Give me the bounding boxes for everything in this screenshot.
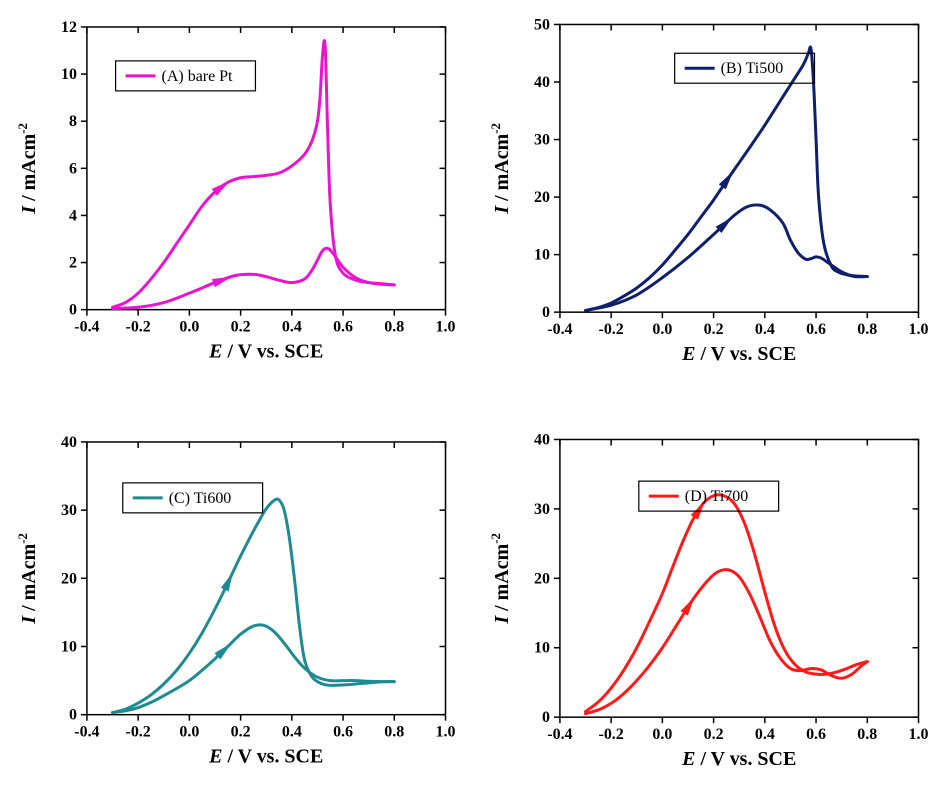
svg-text:0.4: 0.4	[282, 319, 302, 336]
svg-text:0.0: 0.0	[652, 726, 672, 743]
svg-text:(C) Ti600: (C) Ti600	[169, 489, 232, 506]
svg-text:E / V vs. SCE: E / V vs. SCE	[681, 343, 796, 365]
panel-d-svg: -0.4 -0.2 0.0 0.2 0.4 0.6 0.8 1.0 0 10 20 30 40 E / V…	[488, 425, 931, 780]
svg-text:0.8: 0.8	[384, 319, 404, 336]
svg-text:30: 30	[533, 500, 549, 517]
svg-text:20: 20	[533, 570, 549, 587]
svg-text:-0.4: -0.4	[74, 319, 99, 336]
svg-text:0.4: 0.4	[282, 723, 302, 740]
panel-b: -0.4 -0.2 0.0 0.2 0.4 0.6 0.8 1.0 0 10 20 30 40 50 E /…	[488, 10, 931, 375]
svg-text:0.8: 0.8	[857, 321, 877, 338]
svg-text:0: 0	[69, 302, 77, 319]
svg-text:0.2: 0.2	[703, 321, 723, 338]
svg-text:-0.2: -0.2	[126, 723, 151, 740]
svg-text:I / mAcm-2: I / mAcm-2	[15, 123, 40, 215]
svg-text:8: 8	[69, 113, 77, 130]
svg-text:2: 2	[69, 255, 77, 272]
svg-text:1.0: 1.0	[436, 319, 456, 336]
svg-text:0.2: 0.2	[231, 319, 251, 336]
svg-text:30: 30	[533, 132, 549, 149]
panel-c: -0.4 -0.2 0.0 0.2 0.4 0.6 0.8 1.0 0 10 20 30 40 E / V…	[15, 425, 458, 780]
svg-text:0: 0	[541, 304, 549, 321]
panel-c-svg: -0.4 -0.2 0.0 0.2 0.4 0.6 0.8 1.0 0 10 20 30 40 E / V…	[15, 425, 458, 780]
svg-text:30: 30	[61, 502, 77, 519]
panel-a-svg: -0.4 -0.2 0.0 0.2 0.4 0.6 0.8 1.0 0 2 4 6 8 10 12 E / V…	[15, 10, 458, 375]
svg-text:40: 40	[61, 434, 77, 451]
svg-text:(B) Ti500: (B) Ti500	[720, 60, 783, 77]
svg-text:1.0: 1.0	[436, 723, 456, 740]
svg-text:10: 10	[61, 66, 77, 83]
svg-text:1.0: 1.0	[908, 726, 928, 743]
panel-b-svg: -0.4 -0.2 0.0 0.2 0.4 0.6 0.8 1.0 0 10 20 30 40 50 E /…	[488, 10, 931, 375]
svg-text:0: 0	[541, 709, 549, 726]
svg-text:E / V vs. SCE: E / V vs. SCE	[208, 341, 323, 363]
svg-text:-0.4: -0.4	[547, 321, 572, 338]
svg-text:1.0: 1.0	[908, 321, 928, 338]
svg-text:6: 6	[69, 160, 77, 177]
svg-text:I / mAcm-2: I / mAcm-2	[15, 533, 40, 625]
svg-text:20: 20	[533, 189, 549, 206]
svg-text:0.6: 0.6	[806, 726, 826, 743]
svg-text:-0.2: -0.2	[598, 726, 623, 743]
svg-text:0.8: 0.8	[857, 726, 877, 743]
svg-text:E / V vs. SCE: E / V vs. SCE	[208, 745, 323, 767]
svg-text:40: 40	[533, 431, 549, 448]
svg-text:40: 40	[533, 74, 549, 91]
svg-text:12: 12	[61, 19, 77, 36]
svg-text:I / mAcm-2: I / mAcm-2	[487, 123, 512, 215]
svg-text:0.4: 0.4	[754, 321, 774, 338]
svg-text:I / mAcm-2: I / mAcm-2	[487, 533, 512, 625]
svg-text:0.4: 0.4	[754, 726, 774, 743]
svg-text:(A) bare Pt: (A) bare Pt	[162, 68, 234, 85]
svg-text:-0.4: -0.4	[74, 723, 99, 740]
svg-text:10: 10	[61, 638, 77, 655]
panel-a: -0.4 -0.2 0.0 0.2 0.4 0.6 0.8 1.0 0 2 4 6 8 10 12 E / V…	[15, 10, 458, 375]
svg-text:0.0: 0.0	[179, 723, 199, 740]
svg-text:-0.2: -0.2	[126, 319, 151, 336]
svg-text:0.6: 0.6	[806, 321, 826, 338]
svg-text:-0.4: -0.4	[547, 726, 572, 743]
svg-text:0: 0	[69, 706, 77, 723]
svg-text:(D) Ti700: (D) Ti700	[684, 488, 747, 505]
panel-d: -0.4 -0.2 0.0 0.2 0.4 0.6 0.8 1.0 0 10 20 30 40 E / V…	[488, 425, 931, 780]
svg-text:E / V vs. SCE: E / V vs. SCE	[681, 748, 796, 770]
chart-grid: -0.4 -0.2 0.0 0.2 0.4 0.6 0.8 1.0 0 2 4 6 8 10 12 E / V…	[0, 0, 945, 790]
svg-text:4: 4	[69, 207, 77, 224]
svg-text:10: 10	[533, 639, 549, 656]
svg-text:0.2: 0.2	[231, 723, 251, 740]
svg-text:0.0: 0.0	[652, 321, 672, 338]
svg-text:0.8: 0.8	[384, 723, 404, 740]
svg-text:10: 10	[533, 247, 549, 264]
svg-text:0.2: 0.2	[703, 726, 723, 743]
svg-text:50: 50	[533, 16, 549, 33]
svg-text:0.6: 0.6	[333, 723, 353, 740]
svg-text:0.0: 0.0	[179, 319, 199, 336]
svg-text:0.6: 0.6	[333, 319, 353, 336]
svg-text:-0.2: -0.2	[598, 321, 623, 338]
svg-text:20: 20	[61, 570, 77, 587]
